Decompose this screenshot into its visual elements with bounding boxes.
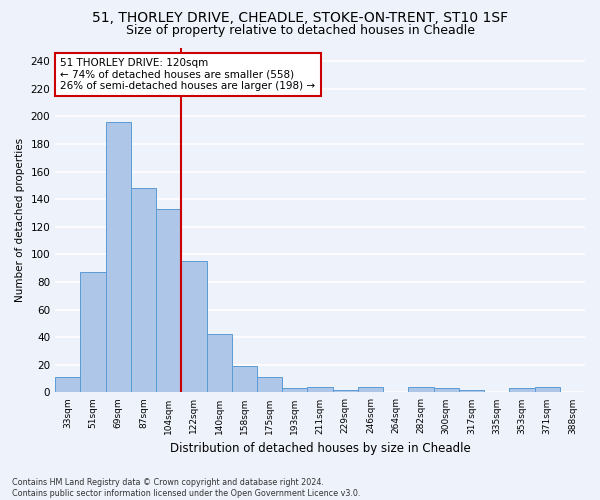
Bar: [434, 388, 459, 392]
Text: Contains HM Land Registry data © Crown copyright and database right 2024.
Contai: Contains HM Land Registry data © Crown c…: [12, 478, 361, 498]
Bar: [535, 387, 560, 392]
Text: 51 THORLEY DRIVE: 120sqm
← 74% of detached houses are smaller (558)
26% of semi-: 51 THORLEY DRIVE: 120sqm ← 74% of detach…: [61, 58, 316, 91]
Text: Size of property relative to detached houses in Cheadle: Size of property relative to detached ho…: [125, 24, 475, 37]
Bar: [131, 188, 156, 392]
Bar: [106, 122, 131, 392]
Bar: [332, 390, 358, 392]
Bar: [257, 378, 282, 392]
Bar: [509, 388, 535, 392]
Bar: [55, 378, 80, 392]
Bar: [156, 209, 181, 392]
Bar: [206, 334, 232, 392]
Bar: [282, 388, 307, 392]
Bar: [80, 272, 106, 392]
X-axis label: Distribution of detached houses by size in Cheadle: Distribution of detached houses by size …: [170, 442, 470, 455]
Bar: [307, 387, 332, 392]
Bar: [232, 366, 257, 392]
Y-axis label: Number of detached properties: Number of detached properties: [15, 138, 25, 302]
Bar: [459, 390, 484, 392]
Text: 51, THORLEY DRIVE, CHEADLE, STOKE-ON-TRENT, ST10 1SF: 51, THORLEY DRIVE, CHEADLE, STOKE-ON-TRE…: [92, 11, 508, 25]
Bar: [181, 262, 206, 392]
Bar: [409, 387, 434, 392]
Bar: [358, 387, 383, 392]
